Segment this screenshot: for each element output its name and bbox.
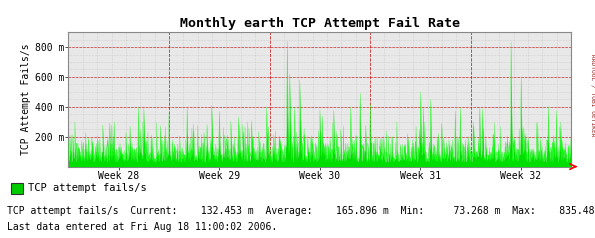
Text: Last data entered at Fri Aug 18 11:00:02 2006.: Last data entered at Fri Aug 18 11:00:02…: [7, 222, 277, 232]
Text: RRDTOOL / TOBI OETIKER: RRDTOOL / TOBI OETIKER: [591, 54, 595, 136]
Text: TCP attempt fails/s  Current:    132.453 m  Average:    165.896 m  Min:     73.2: TCP attempt fails/s Current: 132.453 m A…: [7, 206, 595, 216]
Y-axis label: TCP Attempt Fails/s: TCP Attempt Fails/s: [21, 44, 31, 155]
Title: Monthly earth TCP Attempt Fail Rate: Monthly earth TCP Attempt Fail Rate: [180, 16, 460, 30]
Bar: [11, 183, 23, 194]
Text: TCP attempt fails/s: TCP attempt fails/s: [28, 183, 147, 193]
